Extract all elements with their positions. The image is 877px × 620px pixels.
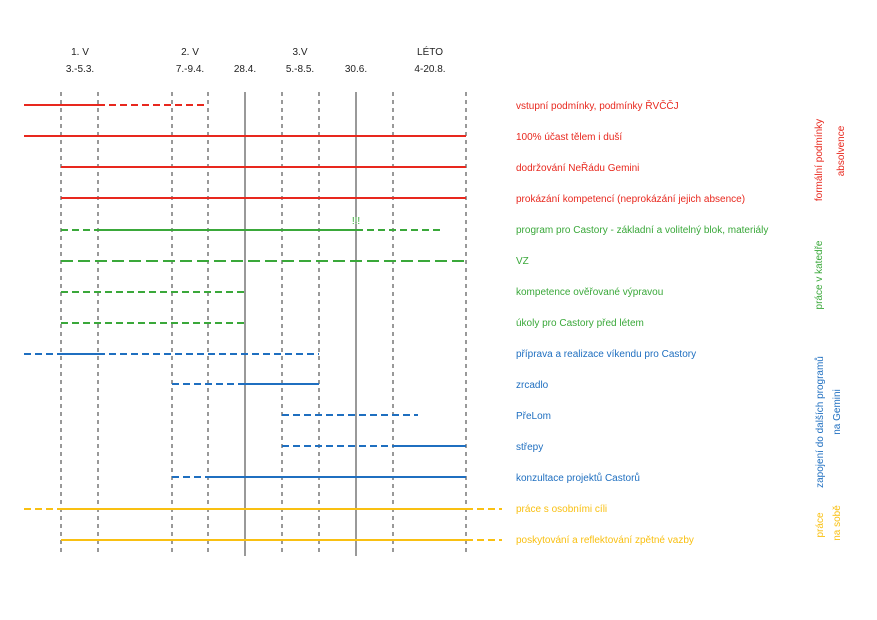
row-label-9: zrcadlo [516, 380, 549, 391]
group-label-programs-line-1: zapojení do dalších programů [814, 356, 826, 488]
group-label-formal-line-2: absolvence [836, 125, 847, 176]
group-label-programs-line-2: na Gemini [832, 389, 843, 435]
header-3v-top: 3.V [292, 47, 307, 58]
header-summer-top: LÉTO [417, 45, 443, 58]
group-label-self-line-1: práce [815, 512, 826, 537]
row-label-12: konzultace projektů Castorů [516, 472, 640, 484]
group-label-formal-line-1: formální podmínky [814, 119, 825, 201]
row-label-10: PřeLom [516, 411, 551, 422]
row-label-4: program pro Castory - základní a volitel… [516, 225, 768, 236]
header-2v-top: 2. V [181, 47, 199, 58]
row-label-7: úkoly pro Castory před létem [516, 318, 644, 329]
row-label-0: vstupní podmínky, podmínky ŘVČČJ [516, 99, 679, 112]
row-label-8: příprava a realizace víkendu pro Castory [516, 349, 696, 360]
header-1v-top: 1. V [71, 47, 89, 58]
header-3v-bottom: 5.-8.5. [286, 64, 314, 75]
header-summer-bottom: 4-20.8. [414, 64, 445, 75]
row-label-13: práce s osobními cíli [516, 504, 607, 515]
row-label-3: prokázání kompetencí (neprokázání jejich… [516, 194, 745, 205]
group-labels: formální podmínky absolvence práce v kat… [814, 119, 847, 541]
group-label-self-line-2: na sobě [832, 505, 843, 541]
header-1v-bottom: 3.-5.3. [66, 64, 94, 75]
marker-exclamation: !!! [352, 216, 360, 227]
header-30-6-bottom: 30.6. [345, 64, 367, 75]
group-label-katedra: práce v katedře [814, 240, 825, 309]
row-label-5: VZ [516, 256, 529, 267]
row-label-11: střepy [516, 442, 543, 453]
row-labels: vstupní podmínky, podmínky ŘVČČJ 100% úč… [516, 99, 768, 546]
row-label-2: dodržování NeŘádu Gemini [516, 161, 639, 174]
header: 1. V 3.-5.3. 2. V 7.-9.4. 28.4. 3.V 5.-8… [66, 45, 446, 75]
bars [24, 104, 502, 541]
header-28-4-bottom: 28.4. [234, 64, 256, 75]
row-label-6: kompetence ověřované výpravou [516, 287, 663, 298]
header-2v-bottom: 7.-9.4. [176, 64, 204, 75]
row-label-1: 100% účast tělem i duší [516, 132, 622, 143]
row-label-14: poskytování a reflektování zpětné vazby [516, 535, 694, 546]
